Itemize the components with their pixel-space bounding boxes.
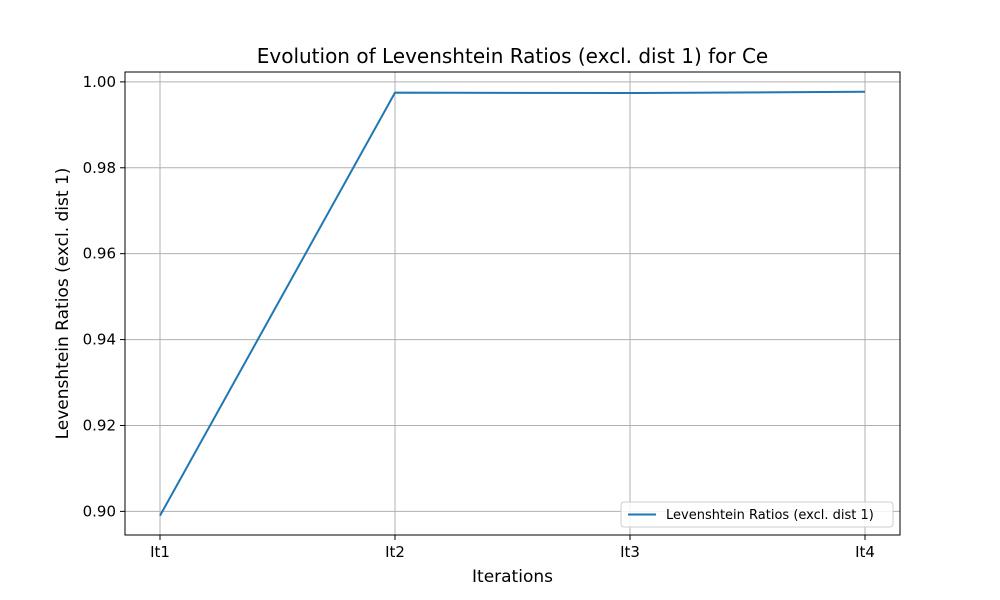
y-axis-ticks: 0.90 0.92 0.94 0.96 0.98 1.00: [83, 73, 125, 520]
y-tick-label: 0.94: [83, 331, 116, 349]
legend: Levenshtein Ratios (excl. dist 1): [620, 501, 894, 528]
x-tick-label: It2: [385, 543, 405, 561]
y-tick-label: 0.92: [83, 416, 116, 434]
y-tick-label: 0.98: [83, 159, 116, 177]
legend-box: [620, 501, 894, 528]
plot-area-frame: [124, 71, 901, 536]
series-layer: [159, 90, 866, 517]
x-tick-label: It1: [150, 543, 170, 561]
series-line: [159, 90, 866, 517]
x-tick-label: It4: [855, 543, 875, 561]
y-tick-label: 0.96: [83, 245, 116, 263]
grid-lines: [125, 72, 900, 535]
chart-title: Evolution of Levenshtein Ratios (excl. d…: [257, 44, 769, 68]
legend-entry-label: Levenshtein Ratios (excl. dist 1): [666, 508, 874, 523]
y-axis-label: Levenshtein Ratios (excl. dist 1): [53, 168, 73, 440]
x-axis-ticks: It1 It2 It3 It4: [150, 535, 875, 561]
x-tick-label: It3: [620, 543, 640, 561]
y-tick-label: 0.90: [83, 502, 116, 520]
x-axis-label: Iterations: [472, 567, 553, 587]
y-tick-label: 1.00: [83, 73, 116, 91]
